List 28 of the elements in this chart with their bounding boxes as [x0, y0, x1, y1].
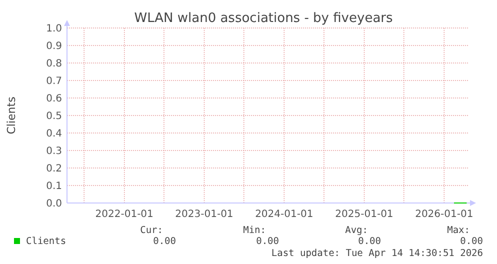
- text: 0.00: [460, 236, 484, 247]
- text: 0.00: [256, 236, 280, 247]
- legend-label: Clients: [26, 236, 66, 247]
- text: 0.00: [153, 236, 176, 247]
- y-tick-label: 0.1: [46, 181, 62, 192]
- text: 0.00: [358, 236, 382, 247]
- y-tick-label: 0.6: [46, 94, 62, 104]
- x-tick-label: 2022-01-01: [95, 209, 154, 220]
- x-tick-label: 2025-01-01: [335, 209, 394, 220]
- y-tick-label: 0.3: [46, 146, 62, 157]
- text: Max:: [447, 225, 470, 236]
- y-axis-title: Clients: [5, 96, 18, 134]
- y-tick-label: 0.9: [46, 41, 62, 52]
- text: Avg:: [345, 225, 368, 236]
- y-tick-label: 1.0: [46, 24, 62, 34]
- x-tick-label: 2024-01-01: [255, 209, 314, 220]
- text: Last update: Tue Apr 14 14:30:51 2026: [271, 248, 484, 259]
- y-tick-label: 0.0: [46, 198, 62, 210]
- y-tick-label: 0.5: [46, 111, 62, 122]
- y-tick-label: 0.8: [46, 58, 62, 70]
- y-tick-label: 0.2: [46, 164, 62, 174]
- text: Min:: [243, 225, 266, 236]
- y-tick-label: 0.4: [46, 128, 62, 140]
- x-tick-label: 2026-01-01: [415, 209, 474, 220]
- x-tick-label: 2023-01-01: [175, 209, 234, 220]
- y-tick-label: 0.7: [46, 76, 62, 87]
- chart-title: WLAN wlan0 associations - by fiveyears: [134, 11, 393, 26]
- text: Cur:: [140, 225, 163, 236]
